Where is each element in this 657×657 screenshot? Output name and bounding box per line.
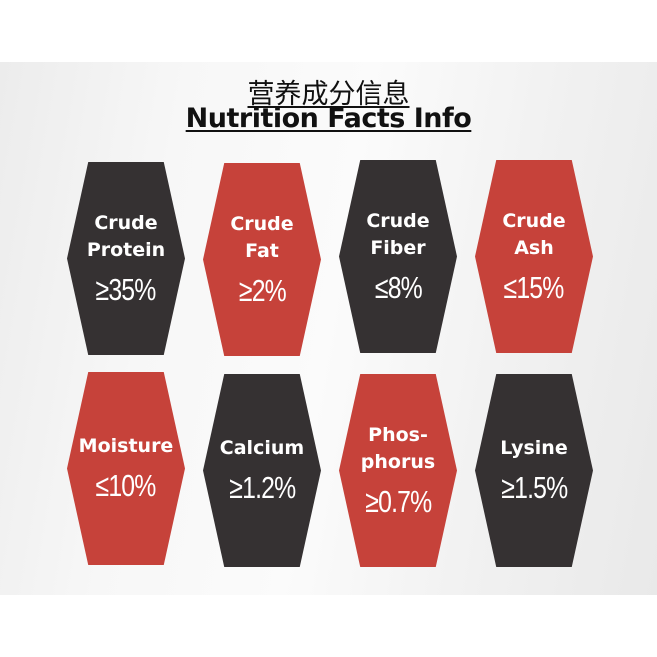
nutrient-label: Phos- phorus <box>360 423 436 473</box>
nutrient-value: ≥35% <box>95 271 157 307</box>
title-english: Nutrition Facts Info <box>185 103 472 134</box>
nutrient-value: ≥1.2% <box>228 470 296 505</box>
nutrient-crude-protein: Crude Protein ≥35% <box>67 162 185 355</box>
nutrient-label: Crude Protein <box>86 211 166 261</box>
nutrient-value: ≤10% <box>95 468 157 503</box>
title-chinese: 营养成分信息 <box>247 79 410 110</box>
nutrient-value: ≥2% <box>238 272 286 308</box>
nutrient-label: Crude Fiber <box>366 209 430 259</box>
nutrient-value: ≥1.5% <box>500 470 568 505</box>
nutrient-label: Lysine <box>500 437 568 459</box>
nutrient-crude-ash: Crude Ash ≤15% <box>475 160 593 353</box>
nutrient-crude-fiber: Crude Fiber ≤8% <box>339 160 457 353</box>
nutrient-moisture: Moisture ≤10% <box>67 372 185 565</box>
nutrient-label: Crude Fat <box>230 212 294 262</box>
nutrient-lysine: Lysine ≥1.5% <box>475 374 593 567</box>
nutrient-label: Calcium <box>219 437 305 459</box>
nutrient-crude-fat: Crude Fat ≥2% <box>203 163 321 356</box>
nutrient-label: Moisture <box>78 435 174 457</box>
nutrient-phosphorus: Phos- phorus ≥0.7% <box>339 374 457 567</box>
nutrient-calcium: Calcium ≥1.2% <box>203 374 321 567</box>
nutrient-label: Crude Ash <box>502 209 566 259</box>
nutrient-value: ≥0.7% <box>364 483 432 519</box>
nutrient-value: ≤8% <box>374 269 422 305</box>
nutrient-value: ≤15% <box>503 269 565 305</box>
